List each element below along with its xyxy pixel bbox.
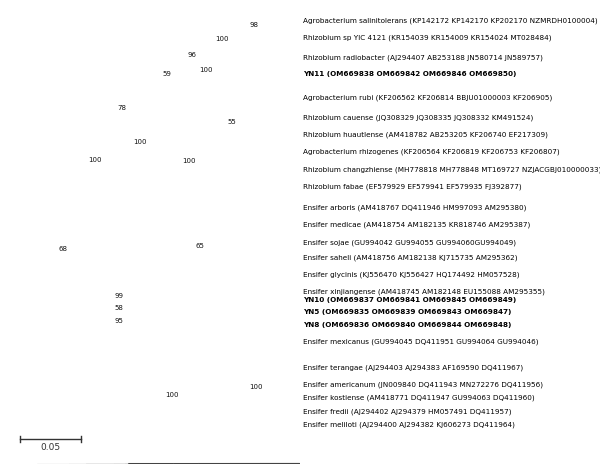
Text: Rhizobium cauense (JQ308329 JQ308335 JQ308332 KM491524): Rhizobium cauense (JQ308329 JQ308335 JQ3… — [303, 114, 533, 120]
Text: Ensifer mexicanus (GU994045 DQ411951 GU994064 GU994046): Ensifer mexicanus (GU994045 DQ411951 GU9… — [303, 339, 539, 345]
Text: 100: 100 — [88, 157, 101, 163]
Text: Ensifer sojae (GU994042 GU994055 GU994060GU994049): Ensifer sojae (GU994042 GU994055 GU99406… — [303, 240, 516, 246]
Text: YN10 (OM669837 OM669841 OM669845 OM669849): YN10 (OM669837 OM669841 OM669845 OM66984… — [303, 297, 517, 303]
Text: Agrobacterium rubi (KF206562 KF206814 BBJU01000003 KF206905): Agrobacterium rubi (KF206562 KF206814 BB… — [303, 94, 553, 100]
Text: Ensifer meliloti (AJ294400 AJ294382 KJ606273 DQ411964): Ensifer meliloti (AJ294400 AJ294382 KJ60… — [303, 421, 515, 428]
Text: Ensifer kostiense (AM418771 DQ411947 GU994063 DQ411960): Ensifer kostiense (AM418771 DQ411947 GU9… — [303, 394, 535, 401]
Text: 100: 100 — [165, 392, 178, 398]
Text: Ensifer glycinis (KJ556470 KJ556427 HQ174492 HM057528): Ensifer glycinis (KJ556470 KJ556427 HQ17… — [303, 272, 520, 278]
Text: 65: 65 — [196, 244, 205, 249]
Text: 95: 95 — [115, 318, 124, 324]
Text: 0.05: 0.05 — [40, 443, 61, 452]
Text: Agrobacterium salinitolerans (KP142172 KP142170 KP202170 NZMRDH0100004): Agrobacterium salinitolerans (KP142172 K… — [303, 17, 598, 24]
Text: 100: 100 — [133, 139, 146, 145]
Text: 59: 59 — [162, 71, 171, 77]
Text: Ensifer xinjiangense (AM418745 AM182148 EU155088 AM295355): Ensifer xinjiangense (AM418745 AM182148 … — [303, 289, 545, 295]
Text: YN11 (OM669838 OM669842 OM669846 OM669850): YN11 (OM669838 OM669842 OM669846 OM66985… — [303, 72, 517, 78]
Text: 68: 68 — [59, 246, 68, 252]
Text: Ensifer terangae (AJ294403 AJ294383 AF169590 DQ411967): Ensifer terangae (AJ294403 AJ294383 AF16… — [303, 365, 523, 371]
Text: 100: 100 — [215, 36, 229, 42]
Text: Ensifer saheli (AM418756 AM182138 KJ715735 AM295362): Ensifer saheli (AM418756 AM182138 KJ7157… — [303, 255, 518, 261]
Text: 96: 96 — [187, 52, 196, 58]
Text: 98: 98 — [250, 22, 259, 28]
Text: 55: 55 — [227, 119, 236, 125]
Text: 78: 78 — [118, 105, 127, 111]
Text: 58: 58 — [115, 305, 124, 311]
Text: 100: 100 — [199, 67, 213, 73]
Text: Ensifer arboris (AM418767 DQ411946 HM997093 AM295380): Ensifer arboris (AM418767 DQ411946 HM997… — [303, 205, 527, 211]
Text: Ensifer americanum (JN009840 DQ411943 MN272276 DQ411956): Ensifer americanum (JN009840 DQ411943 MN… — [303, 381, 543, 388]
Text: 100: 100 — [182, 159, 196, 165]
Text: Rhizobium radiobacter (AJ294407 AB253188 JN580714 JN589757): Rhizobium radiobacter (AJ294407 AB253188… — [303, 54, 543, 61]
Text: Rhizobium huautlense (AM418782 AB253205 KF206740 EF217309): Rhizobium huautlense (AM418782 AB253205 … — [303, 131, 548, 138]
Text: Rhizobium fabae (EF579929 EF579941 EF579935 FJ392877): Rhizobium fabae (EF579929 EF579941 EF579… — [303, 184, 522, 190]
Text: YN5 (OM669835 OM669839 OM669843 OM669847): YN5 (OM669835 OM669839 OM669843 OM669847… — [303, 309, 512, 315]
Text: Rhizobium sp YIC 4121 (KR154039 KR154009 KR154024 MT028484): Rhizobium sp YIC 4121 (KR154039 KR154009… — [303, 34, 551, 41]
Text: Rhizobium changzhiense (MH778818 MH778848 MT169727 NZJACGBJ010000033): Rhizobium changzhiense (MH778818 MH77884… — [303, 167, 600, 173]
Text: 99: 99 — [115, 293, 124, 299]
Text: Ensifer fredii (AJ294402 AJ294379 HM057491 DQ411957): Ensifer fredii (AJ294402 AJ294379 HM0574… — [303, 408, 512, 415]
Text: Agrobacterium rhizogenes (KF206564 KF206819 KF206753 KF206807): Agrobacterium rhizogenes (KF206564 KF206… — [303, 149, 560, 155]
Text: YN8 (OM669836 OM669840 OM669844 OM669848): YN8 (OM669836 OM669840 OM669844 OM669848… — [303, 322, 512, 328]
Text: 100: 100 — [249, 384, 262, 390]
Text: Ensifer medicae (AM418754 AM182135 KR818746 AM295387): Ensifer medicae (AM418754 AM182135 KR818… — [303, 222, 530, 228]
